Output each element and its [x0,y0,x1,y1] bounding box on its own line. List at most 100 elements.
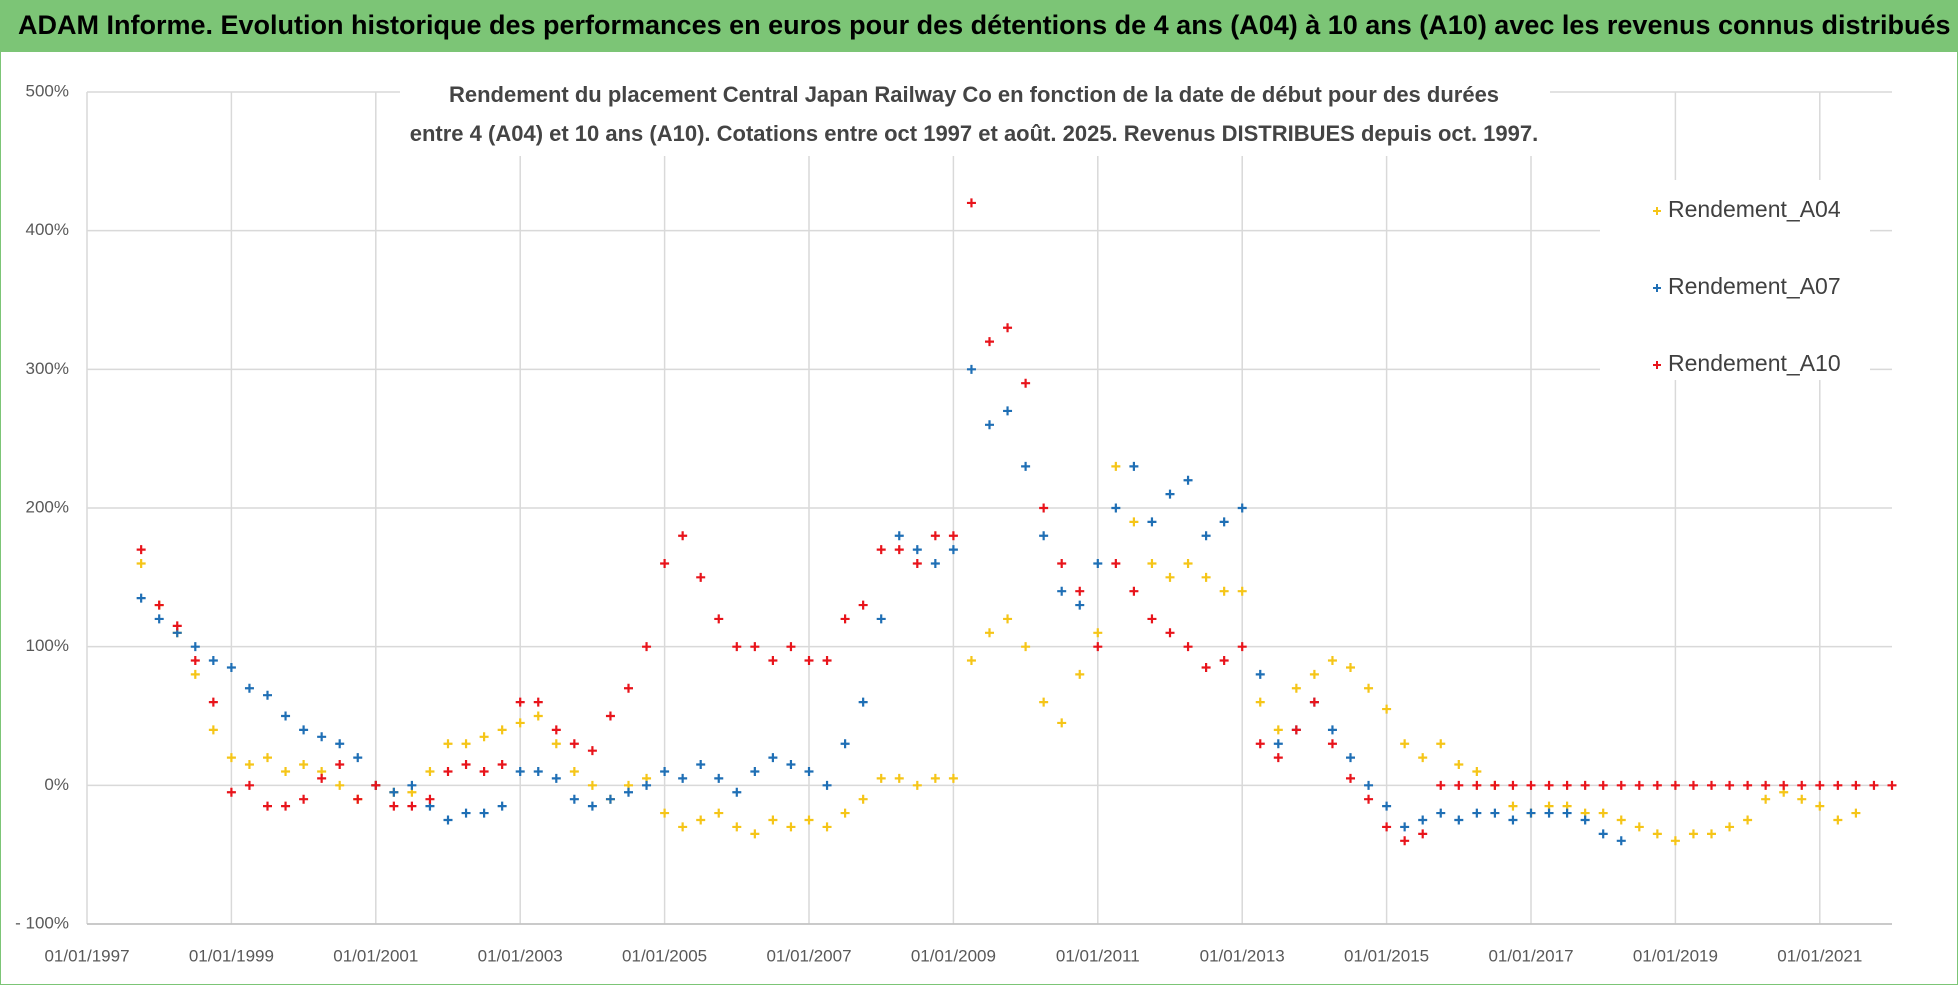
marker [985,420,994,430]
marker [172,621,182,631]
y-tick-label: 400% [26,220,69,239]
marker [479,808,489,818]
marker [822,656,832,666]
marker [1183,558,1193,568]
marker [263,753,272,763]
marker [425,766,435,776]
marker [1472,766,1482,776]
marker [1887,780,1897,790]
marker [299,760,309,770]
marker [840,739,850,749]
marker [660,766,670,776]
marker [1544,808,1554,818]
marker [1021,378,1031,388]
marker [1165,572,1175,582]
x-tick-label: 01/01/2013 [1200,946,1285,965]
chart-title: Rendement du placement Central Japan Rai… [449,82,1499,107]
x-tick-label: 01/01/2011 [1056,946,1140,965]
marker [1400,822,1410,832]
marker [1580,780,1590,790]
marker [1634,822,1644,832]
marker [912,545,922,555]
marker [1255,669,1265,679]
marker [1616,815,1626,825]
marker [822,780,832,790]
marker [281,766,291,776]
y-tick-label: 500% [26,81,69,100]
marker [1111,461,1121,471]
marker [1255,697,1265,707]
marker [1039,697,1049,707]
marker [1725,822,1735,832]
marker [1490,780,1500,790]
marker [1815,780,1825,790]
marker [190,669,200,679]
marker [317,773,327,783]
marker [678,822,688,832]
marker [1364,780,1374,790]
marker [353,753,363,763]
marker [1761,780,1771,790]
marker [912,558,922,568]
marker [642,780,652,790]
marker [678,773,688,783]
x-tick-label: 01/01/2005 [622,946,707,965]
legend-label: Rendement_A10 [1668,350,1841,376]
marker [497,760,507,770]
marker [840,808,850,818]
marker [317,732,327,742]
marker [1075,600,1085,610]
marker [930,773,940,783]
marker [768,753,778,763]
legend-marker [1653,284,1661,292]
marker [190,656,200,666]
marker [1400,739,1410,749]
marker [1003,406,1013,416]
marker [1454,760,1464,770]
marker [948,773,958,783]
marker [876,545,886,555]
title-bar [0,0,1958,52]
marker [1327,656,1337,666]
marker [714,808,724,818]
marker [1652,780,1662,790]
marker [822,822,832,832]
marker [1291,725,1301,735]
marker [443,766,453,776]
y-tick-label: 100% [26,636,69,655]
x-tick-label: 01/01/2015 [1344,946,1429,965]
marker [696,815,706,825]
marker [1544,780,1554,790]
marker [551,725,561,735]
marker [551,773,561,783]
marker [190,642,200,652]
marker [714,773,724,783]
marker [461,760,471,770]
legend-bg [1600,180,1870,380]
marker [1833,780,1843,790]
marker [389,787,399,797]
marker [335,780,345,790]
marker [750,829,760,839]
marker [966,198,976,208]
marker [1797,794,1807,804]
marker [479,766,489,776]
marker [461,808,471,818]
marker [335,739,345,749]
marker [1364,683,1374,693]
marker [1165,628,1175,638]
marker [1093,628,1103,638]
marker [1057,718,1067,728]
marker [1436,780,1446,790]
marker [966,656,976,666]
marker [1346,753,1355,763]
marker [894,773,904,783]
marker [1688,780,1698,790]
marker [461,739,471,749]
marker [1472,808,1482,818]
marker [678,531,688,541]
subtitle-bg [400,80,1550,156]
marker [1129,461,1139,471]
